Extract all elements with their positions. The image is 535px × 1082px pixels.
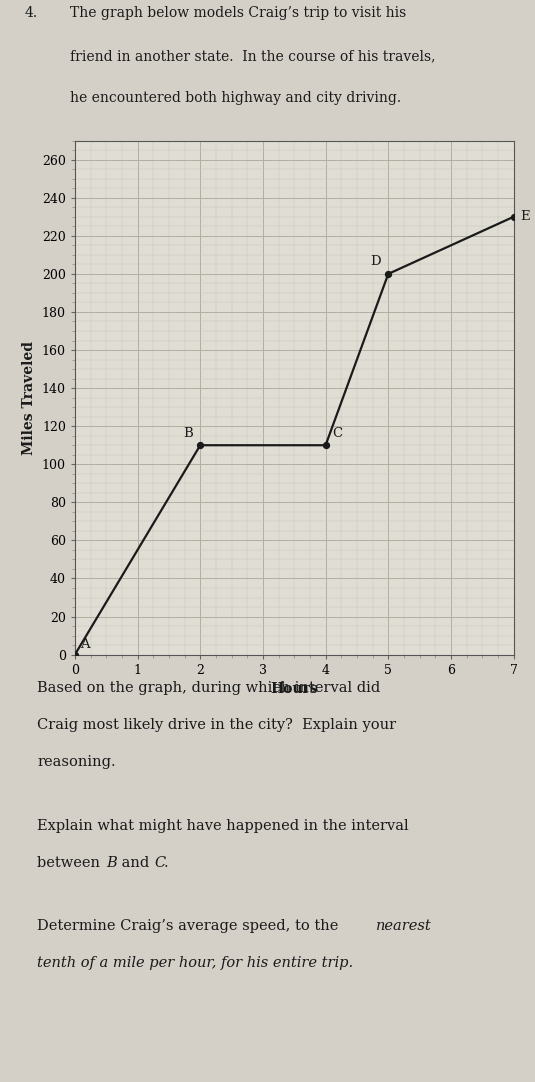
- Text: The graph below models Craig’s trip to visit his: The graph below models Craig’s trip to v…: [70, 6, 406, 21]
- Text: between: between: [37, 856, 105, 870]
- Text: C: C: [332, 426, 342, 439]
- Point: [322, 436, 330, 453]
- Point: [384, 265, 393, 282]
- Text: tenth of a mile per hour, for his entire trip.: tenth of a mile per hour, for his entire…: [37, 955, 354, 969]
- Text: Explain what might have happened in the interval: Explain what might have happened in the …: [37, 818, 409, 832]
- Point: [71, 646, 79, 663]
- Text: B: B: [106, 856, 117, 870]
- Text: Craig most likely drive in the city?  Explain your: Craig most likely drive in the city? Exp…: [37, 718, 396, 733]
- Text: B: B: [183, 426, 193, 439]
- Text: reasoning.: reasoning.: [37, 755, 116, 769]
- Text: and: and: [117, 856, 154, 870]
- Text: .: .: [164, 856, 169, 870]
- Point: [196, 436, 204, 453]
- Text: 4.: 4.: [24, 6, 37, 21]
- Text: Based on the graph, during which interval did: Based on the graph, during which interva…: [37, 682, 381, 695]
- X-axis label: Hours: Hours: [270, 682, 318, 696]
- Text: he encountered both highway and city driving.: he encountered both highway and city dri…: [70, 91, 401, 105]
- Text: C: C: [154, 856, 165, 870]
- Text: friend in another state.  In the course of his travels,: friend in another state. In the course o…: [70, 50, 435, 64]
- Y-axis label: Miles Traveled: Miles Traveled: [22, 341, 36, 454]
- Text: E: E: [520, 210, 530, 223]
- Text: A: A: [80, 637, 89, 650]
- Text: nearest: nearest: [376, 919, 431, 933]
- Point: [509, 208, 518, 225]
- Text: Determine Craig’s average speed, to the: Determine Craig’s average speed, to the: [37, 919, 343, 933]
- Text: D: D: [370, 255, 381, 268]
